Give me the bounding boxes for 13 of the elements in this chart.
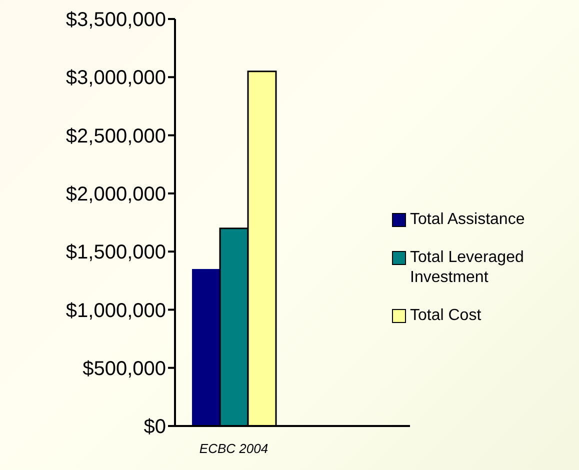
legend-label: Total Assistance [410,210,525,230]
y-tick-label: $500,000 [82,358,166,380]
y-tick-label: $2,500,000 [66,125,166,148]
y-tick-label: $0 [144,416,166,438]
bar [192,269,220,426]
y-tick-label: $3,500,000 [66,9,166,32]
legend-label: Total Cost [410,306,482,326]
y-tick-label: $1,500,000 [66,242,166,264]
legend-label: Total Leveraged Investment [410,248,525,288]
y-tick-label: $2,000,000 [66,184,166,206]
x-tick-label: ECBC 2004 [199,441,268,456]
y-tick-label: $1,000,000 [66,300,166,322]
y-tick-label: $3,000,000 [66,67,166,90]
